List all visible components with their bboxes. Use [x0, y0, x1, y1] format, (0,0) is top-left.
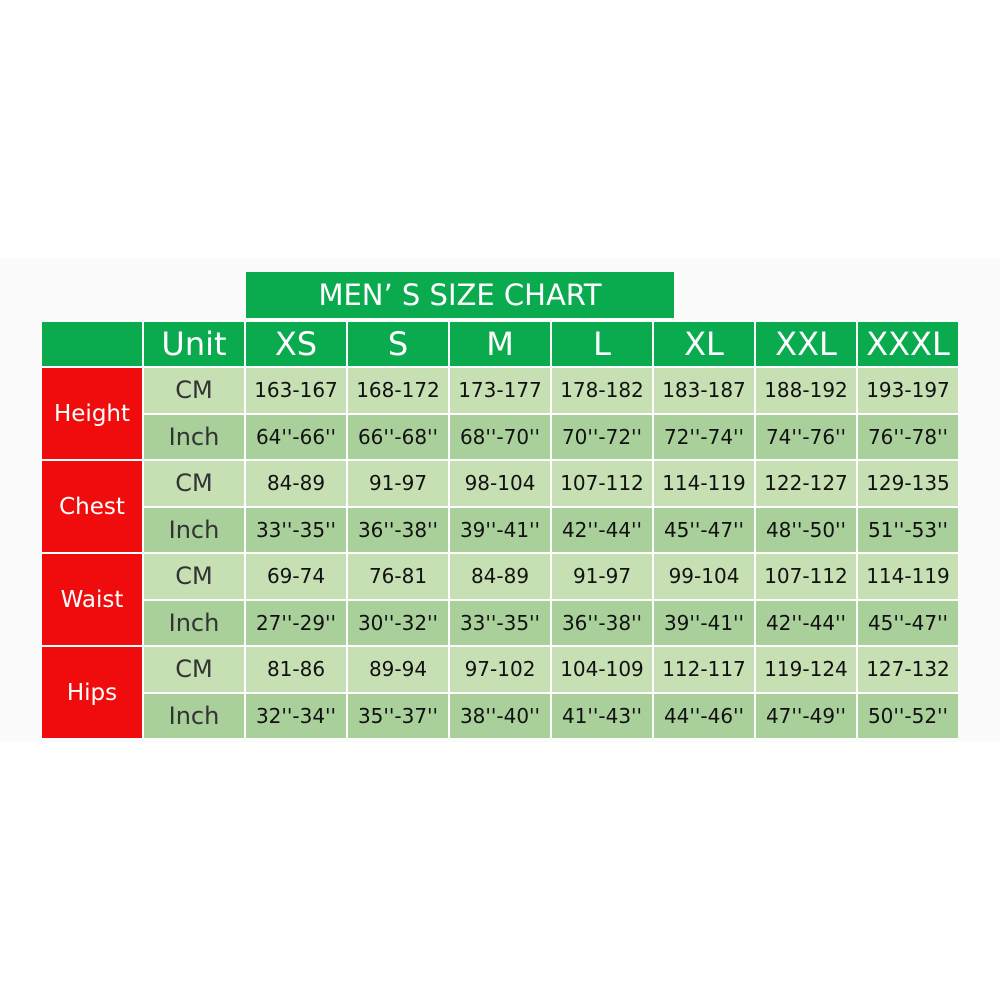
value-cell: 81-86: [246, 647, 346, 692]
value-cell: 84-89: [450, 554, 550, 599]
value-cell: 127-132: [858, 647, 958, 692]
category-chest: Chest: [42, 461, 142, 552]
value-cell: 68''-70'': [450, 414, 550, 459]
value-cell: 107-112: [552, 461, 652, 506]
value-cell: 188-192: [756, 368, 856, 413]
unit-cell: Inch: [144, 414, 244, 459]
value-cell: 38''-40'': [450, 693, 550, 738]
header-s: S: [348, 322, 448, 366]
value-cell: 193-197: [858, 368, 958, 413]
value-cell: 47''-49'': [756, 693, 856, 738]
value-cell: 72''-74'': [654, 414, 754, 459]
value-cell: 36''-38'': [552, 600, 652, 645]
value-cell: 69-74: [246, 554, 346, 599]
unit-cell: Inch: [144, 507, 244, 552]
header-xl: XL: [654, 322, 754, 366]
category-hips: Hips: [42, 647, 142, 738]
value-cell: 42''-44'': [756, 600, 856, 645]
value-cell: 39''-41'': [450, 507, 550, 552]
value-cell: 74''-76'': [756, 414, 856, 459]
value-cell: 39''-41'': [654, 600, 754, 645]
value-cell: 51''-53'': [858, 507, 958, 552]
value-cell: 33''-35'': [246, 507, 346, 552]
size-table: Unit XS S M L XL XXL XXXL Height CM 163-167 168-172…: [42, 322, 958, 738]
value-cell: 119-124: [756, 647, 856, 692]
value-cell: 129-135: [858, 461, 958, 506]
header-xxl: XXL: [756, 322, 856, 366]
value-cell: 76-81: [348, 554, 448, 599]
value-cell: 173-177: [450, 368, 550, 413]
header-xxxl: XXXL: [858, 322, 958, 366]
value-cell: 114-119: [858, 554, 958, 599]
value-cell: 33''-35'': [450, 600, 550, 645]
value-cell: 107-112: [756, 554, 856, 599]
header-blank: [42, 322, 142, 366]
value-cell: 163-167: [246, 368, 346, 413]
value-cell: 48''-50'': [756, 507, 856, 552]
value-cell: 97-102: [450, 647, 550, 692]
value-cell: 42''-44'': [552, 507, 652, 552]
value-cell: 112-117: [654, 647, 754, 692]
header-unit: Unit: [144, 322, 244, 366]
value-cell: 168-172: [348, 368, 448, 413]
value-cell: 84-89: [246, 461, 346, 506]
unit-cell: CM: [144, 647, 244, 692]
value-cell: 30''-32'': [348, 600, 448, 645]
value-cell: 45''-47'': [858, 600, 958, 645]
value-cell: 36''-38'': [348, 507, 448, 552]
value-cell: 89-94: [348, 647, 448, 692]
value-cell: 44''-46'': [654, 693, 754, 738]
header-m: M: [450, 322, 550, 366]
category-waist: Waist: [42, 554, 142, 645]
value-cell: 66''-68'': [348, 414, 448, 459]
value-cell: 99-104: [654, 554, 754, 599]
value-cell: 76''-78'': [858, 414, 958, 459]
value-cell: 64''-66'': [246, 414, 346, 459]
value-cell: 32''-34'': [246, 693, 346, 738]
value-cell: 178-182: [552, 368, 652, 413]
chart-title: MEN’ S SIZE CHART: [246, 272, 674, 318]
value-cell: 91-97: [552, 554, 652, 599]
unit-cell: CM: [144, 368, 244, 413]
value-cell: 35''-37'': [348, 693, 448, 738]
unit-cell: Inch: [144, 693, 244, 738]
value-cell: 122-127: [756, 461, 856, 506]
header-l: L: [552, 322, 652, 366]
unit-cell: CM: [144, 461, 244, 506]
unit-cell: CM: [144, 554, 244, 599]
category-height: Height: [42, 368, 142, 459]
value-cell: 27''-29'': [246, 600, 346, 645]
value-cell: 98-104: [450, 461, 550, 506]
header-xs: XS: [246, 322, 346, 366]
value-cell: 70''-72'': [552, 414, 652, 459]
value-cell: 183-187: [654, 368, 754, 413]
value-cell: 50''-52'': [858, 693, 958, 738]
value-cell: 45''-47'': [654, 507, 754, 552]
unit-cell: Inch: [144, 600, 244, 645]
value-cell: 41''-43'': [552, 693, 652, 738]
value-cell: 114-119: [654, 461, 754, 506]
value-cell: 91-97: [348, 461, 448, 506]
value-cell: 104-109: [552, 647, 652, 692]
